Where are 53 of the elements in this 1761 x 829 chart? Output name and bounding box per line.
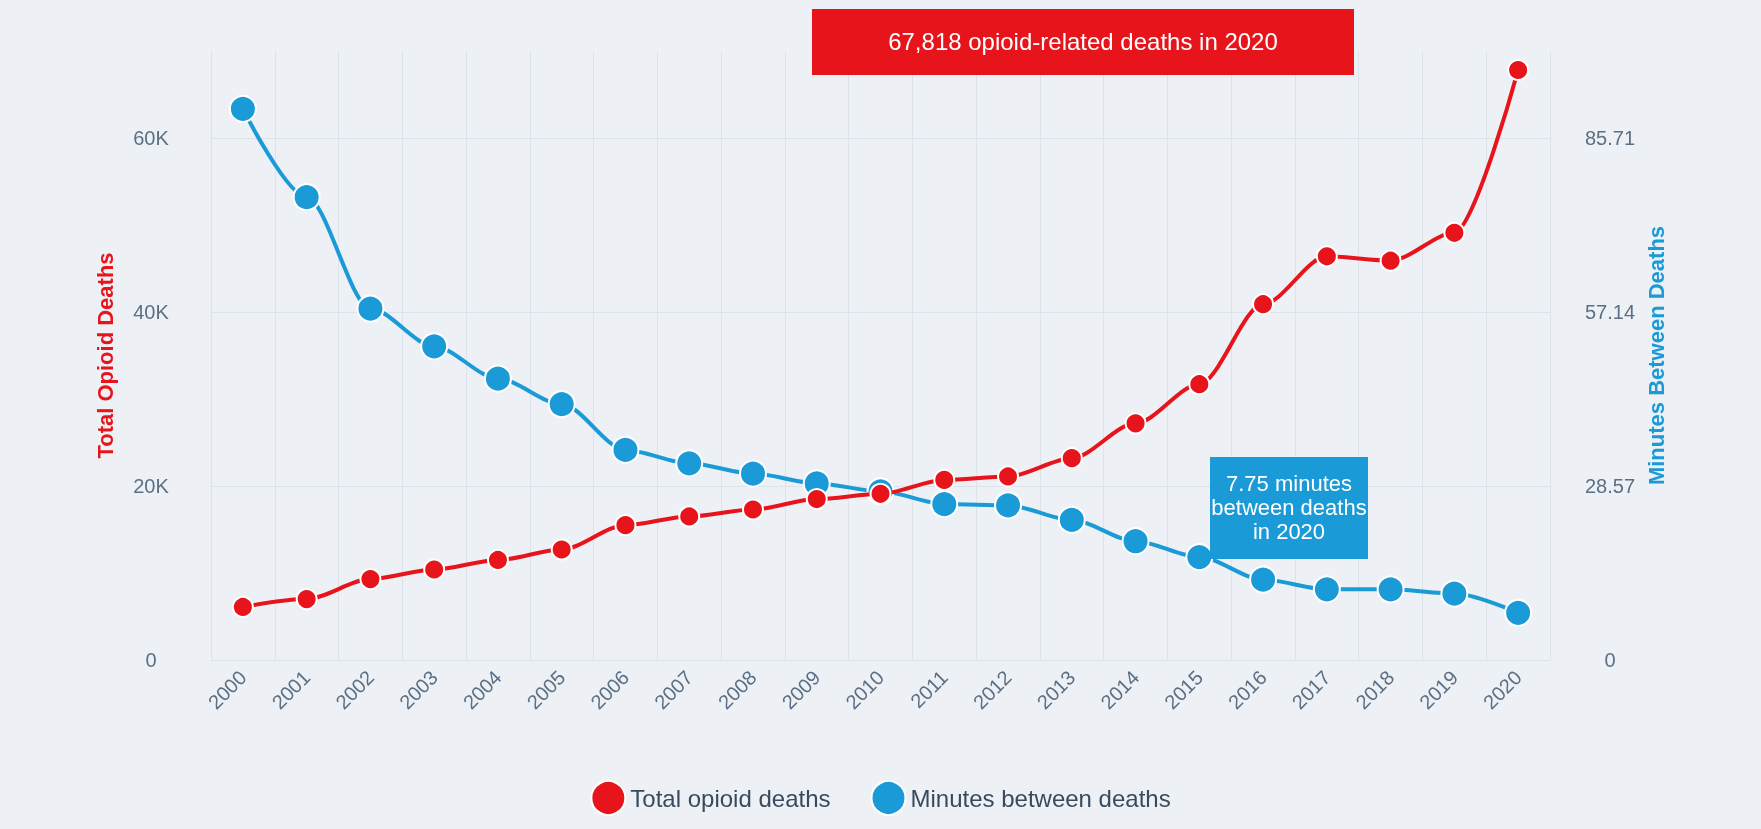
y2-tick-label: 28.57 bbox=[1584, 475, 1636, 498]
y-tick-label: 40K bbox=[133, 301, 170, 323]
point bbox=[1312, 575, 1341, 604]
point bbox=[1124, 412, 1147, 435]
point bbox=[1057, 505, 1086, 534]
point bbox=[356, 294, 385, 323]
point bbox=[1249, 565, 1278, 594]
point bbox=[1315, 245, 1338, 268]
point bbox=[742, 498, 764, 521]
point bbox=[1060, 447, 1083, 470]
point bbox=[1252, 293, 1275, 316]
legend-label: Minutes between deaths bbox=[910, 784, 1171, 812]
point bbox=[1443, 221, 1466, 244]
point bbox=[1185, 543, 1214, 572]
point bbox=[420, 332, 449, 361]
point bbox=[1379, 249, 1402, 272]
y2-tick-label: 0 bbox=[1604, 649, 1616, 671]
point bbox=[678, 505, 701, 528]
point bbox=[1440, 579, 1469, 608]
point bbox=[1507, 58, 1530, 81]
legend-label: Total opioid deaths bbox=[630, 784, 831, 812]
y-tick-label: 60K bbox=[133, 127, 170, 149]
point bbox=[994, 491, 1023, 520]
callout-box: 67,818 opioid-related deaths in 2020 bbox=[812, 9, 1354, 75]
point bbox=[359, 568, 382, 591]
point bbox=[997, 465, 1020, 488]
point bbox=[614, 514, 637, 537]
point bbox=[1504, 598, 1533, 627]
point bbox=[483, 364, 512, 393]
point bbox=[739, 459, 767, 488]
point bbox=[675, 449, 704, 478]
y-tick-label: 0 bbox=[145, 649, 157, 671]
point bbox=[1188, 373, 1211, 396]
point bbox=[611, 435, 640, 464]
point bbox=[933, 468, 956, 491]
point bbox=[550, 538, 573, 561]
y-tick-label: 20K bbox=[133, 475, 170, 497]
point bbox=[292, 183, 321, 212]
y2-tick-label: 85.71 bbox=[1584, 127, 1636, 150]
y-axis-title: Total Opioid Deaths bbox=[92, 252, 118, 459]
y2-axis-title: Minutes Between Deaths bbox=[1644, 225, 1670, 486]
point bbox=[423, 558, 446, 581]
point bbox=[547, 390, 576, 419]
point bbox=[295, 588, 318, 611]
point bbox=[1121, 527, 1150, 556]
callout-box: 7.75 minutes between deaths in 2020 bbox=[1210, 457, 1368, 559]
point bbox=[1376, 575, 1405, 604]
point bbox=[231, 595, 254, 618]
point bbox=[930, 490, 959, 519]
y2-tick-label: 57.14 bbox=[1584, 301, 1636, 324]
point bbox=[228, 94, 257, 123]
point bbox=[486, 548, 509, 571]
point bbox=[805, 488, 828, 511]
